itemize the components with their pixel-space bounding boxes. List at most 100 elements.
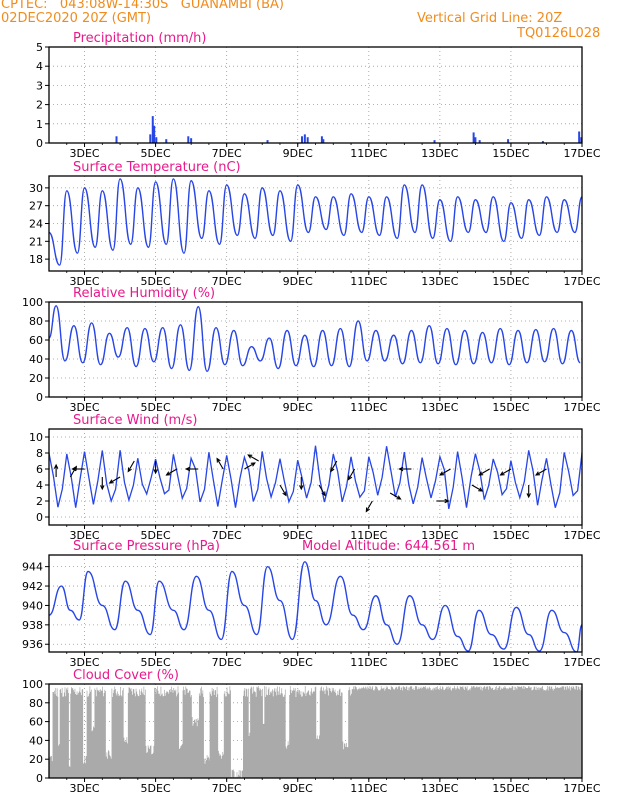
x-tick-label: 3DEC <box>69 147 99 160</box>
precip-bar <box>578 131 581 143</box>
cloud-title: Cloud Cover (%) <box>73 668 179 683</box>
wind-arrow-head <box>365 507 370 513</box>
y-tick-label: 30 <box>29 182 43 195</box>
wind-arrow-head <box>330 467 335 473</box>
cloud-plot <box>49 685 582 778</box>
precipitation-panel: Precipitation (mm/h) 0 1 2 3 4 5 3DEC 5DEC 7DEC 9D… <box>36 31 601 160</box>
y-tick-label: 20 <box>29 753 43 766</box>
x-tick-label: 5DEC <box>141 656 171 669</box>
y-tick-label: 944 <box>22 561 43 574</box>
x-tick-label: 17DEC <box>563 529 600 542</box>
x-tick-label: 13DEC <box>421 147 458 160</box>
x-tick-label: 15DEC <box>492 275 529 288</box>
wind-arrow-head <box>396 495 402 500</box>
wind-arrow-head <box>478 471 484 476</box>
x-tick-label: 7DEC <box>212 656 242 669</box>
x-tick-label: 3DEC <box>69 529 99 542</box>
y-tick-label: 2 <box>36 495 43 508</box>
pressure-annotation: Model Altitude: 644.561 m <box>302 539 475 554</box>
wind-arrow-head <box>184 466 191 472</box>
pressure-plot <box>49 561 582 652</box>
y-tick-label: 20 <box>29 372 43 385</box>
x-tick-label: 3DEC <box>69 656 99 669</box>
humidity-series-line <box>49 305 581 373</box>
wind-arrow <box>471 484 483 492</box>
y-tick-label: 21 <box>29 235 43 248</box>
y-tick-label: 40 <box>29 353 43 366</box>
wind-arrow <box>330 460 338 472</box>
precip-bar <box>190 138 193 143</box>
x-tick-label: 11DEC <box>350 147 387 160</box>
header-station: CPTEC: 043:08W-14:30S GUANAMBI (BA) <box>1 0 284 12</box>
y-tick-label: 80 <box>29 697 43 710</box>
y-tick-label: 0 <box>36 137 43 150</box>
x-tick-label: 7DEC <box>212 401 242 414</box>
wind-arrow-head <box>534 471 541 476</box>
x-tick-label: 17DEC <box>563 656 600 669</box>
wind-arrow <box>439 468 451 476</box>
precip-bar <box>165 139 168 143</box>
x-tick-label: 5DEC <box>141 275 171 288</box>
precip-bar <box>580 137 582 143</box>
pressure-series-line <box>49 561 582 652</box>
x-tick-label: 17DEC <box>563 401 600 414</box>
x-tick-label: 17DEC <box>563 275 600 288</box>
wind-arrow <box>365 500 373 512</box>
x-tick-label: 13DEC <box>421 782 458 795</box>
precip-bar <box>266 140 269 143</box>
y-tick-label: 6 <box>36 463 43 476</box>
x-tick-label: 15DEC <box>492 782 529 795</box>
wind-arrow <box>318 484 326 496</box>
wind-arrow-head <box>499 471 505 476</box>
temperature-frame <box>48 175 583 272</box>
header-model: TQ0126L028 <box>517 26 601 41</box>
y-tick-label: 942 <box>22 580 43 593</box>
precipitation-frame <box>48 46 583 144</box>
precip-bar <box>153 125 156 143</box>
humidity-frame <box>48 301 583 398</box>
y-tick-label: 938 <box>22 619 43 632</box>
humidity-panel: Relative Humidity (%) 0 20 40 60 80 100 3DEC 5DE… <box>22 286 601 414</box>
pressure-title: Surface Pressure (hPa) <box>73 539 220 554</box>
wind-arrow-head <box>71 466 77 472</box>
x-tick-label: 9DEC <box>283 275 313 288</box>
wind-arrow <box>127 460 135 472</box>
precip-bar <box>507 139 510 143</box>
precipitation-plot <box>115 116 582 143</box>
x-tick-label: 3DEC <box>69 275 99 288</box>
x-tick-label: 17DEC <box>563 147 600 160</box>
x-tick-label: 3DEC <box>69 782 99 795</box>
wind-arrow-head <box>439 471 445 476</box>
y-tick-label: 80 <box>29 315 43 328</box>
wind-panel: Surface Wind (m/s) 0 2 4 6 8 10 3DEC 5DEC 7DEC 9DE… <box>29 413 601 542</box>
x-tick-label: 9DEC <box>283 401 313 414</box>
y-tick-label: 936 <box>22 638 43 651</box>
precip-bar <box>472 132 475 143</box>
x-tick-label: 13DEC <box>421 529 458 542</box>
wind-arrow <box>478 468 490 476</box>
wind-arrow-head <box>321 491 326 497</box>
y-tick-label: 0 <box>36 391 43 404</box>
y-tick-label: 5 <box>36 41 43 54</box>
wind-frame <box>48 428 583 526</box>
y-tick-label: 2 <box>36 99 43 112</box>
x-tick-label: 9DEC <box>283 529 313 542</box>
wind-arrow-head <box>299 485 304 491</box>
y-tick-label: 0 <box>36 511 43 524</box>
temperature-panel: Surface Temperature (nC) 18 21 24 27 30 3DEC 5D… <box>29 160 601 288</box>
wind-arrow <box>500 468 512 476</box>
x-tick-label: 7DEC <box>212 275 242 288</box>
wind-arrow-head <box>127 467 132 473</box>
precip-bar <box>300 136 303 143</box>
wind-arrow-head <box>165 471 171 476</box>
y-tick-label: 4 <box>36 60 43 73</box>
wind-arrow-head <box>108 479 114 484</box>
wind-plot <box>49 445 582 513</box>
cloud-frame <box>48 683 583 779</box>
y-tick-label: 0 <box>36 772 43 785</box>
wind-arrow <box>216 458 224 470</box>
y-tick-label: 24 <box>29 218 43 231</box>
x-tick-label: 5DEC <box>141 401 171 414</box>
wind-arrow-head <box>216 457 221 463</box>
